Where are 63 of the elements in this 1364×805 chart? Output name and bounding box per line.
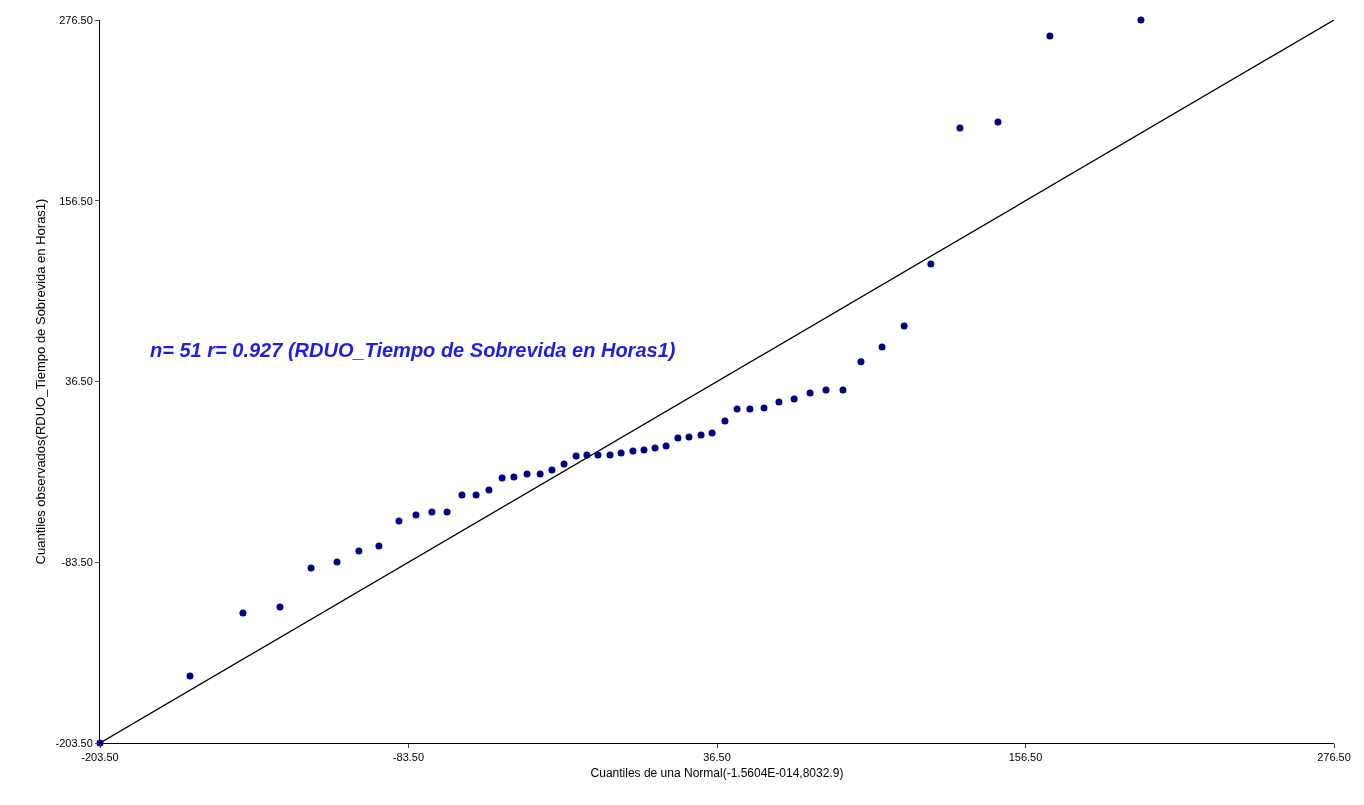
point	[1137, 16, 1145, 24]
point	[239, 609, 247, 617]
point	[746, 405, 754, 413]
y-tick-label: -203.50	[55, 736, 93, 749]
point	[523, 470, 531, 478]
point	[629, 447, 637, 455]
point	[900, 322, 908, 330]
point	[697, 431, 705, 439]
y-tick-label: 36.50	[65, 375, 93, 388]
point	[583, 451, 591, 459]
x-tick-label: -203.50	[81, 751, 119, 764]
point	[485, 486, 493, 494]
point	[839, 386, 847, 394]
point	[510, 473, 518, 481]
y-tick-label: 156.50	[59, 194, 93, 207]
point	[355, 547, 363, 555]
point	[806, 389, 814, 397]
point	[1046, 32, 1054, 40]
text: n= 51 r= 0.927 (RDUO_Tiempo de Sobrevida en Horas1)	[150, 339, 676, 362]
point	[458, 491, 466, 499]
point	[617, 449, 625, 457]
y-tick-label: 276.50	[59, 13, 93, 26]
point	[375, 542, 383, 550]
point	[594, 451, 602, 459]
point	[927, 260, 935, 268]
point	[443, 508, 451, 516]
point	[685, 433, 693, 441]
point	[333, 558, 341, 566]
point	[790, 395, 798, 403]
point	[674, 434, 682, 442]
point	[721, 417, 729, 425]
point	[186, 672, 194, 680]
point	[536, 470, 544, 478]
point	[956, 124, 964, 132]
x-tick-label: 156.50	[1008, 751, 1043, 764]
point	[548, 466, 556, 474]
point	[708, 429, 716, 437]
x-tick-label: -83.50	[392, 751, 425, 764]
point	[760, 404, 768, 412]
point	[733, 405, 741, 413]
point	[994, 118, 1002, 126]
point	[472, 491, 480, 499]
point	[395, 517, 403, 525]
x-axis-title: Cuantiles de una Normal(-1.5604E-014,8032.9)	[590, 766, 844, 781]
point	[857, 358, 865, 366]
point	[276, 603, 284, 611]
point	[428, 508, 436, 516]
y-axis-title: Cuantiles observados(RDUO_Tiempo de Sobrevida en Horas1)	[33, 198, 49, 565]
x-tick-label: 36.50	[703, 751, 731, 764]
point	[307, 564, 315, 572]
point	[498, 474, 506, 482]
point	[662, 442, 670, 450]
point	[640, 446, 648, 454]
point	[412, 511, 420, 519]
y-tick-label: -83.50	[61, 556, 93, 569]
point	[606, 451, 614, 459]
x-tick-label: 276.50	[1317, 751, 1351, 764]
point	[572, 452, 580, 460]
point	[878, 343, 886, 351]
point	[651, 444, 659, 452]
point	[560, 460, 568, 468]
point	[822, 386, 830, 394]
point	[775, 398, 783, 406]
